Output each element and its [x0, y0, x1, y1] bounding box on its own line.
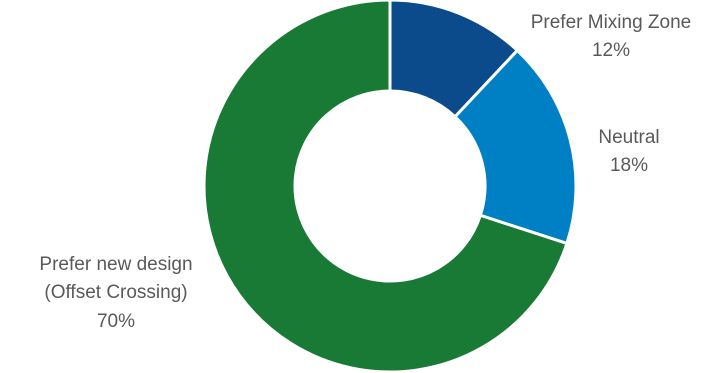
slice-label-prefer-mixing-zone-value: 12% — [592, 40, 630, 61]
slice-label-neutral: Neutral 18% — [598, 127, 659, 176]
slice-label-prefer-new-design-value: 70% — [97, 311, 135, 332]
slice-label-neutral-name: Neutral — [598, 127, 659, 148]
slice-label-prefer-new-design: Prefer new design (Offset Crossing) 70% — [39, 254, 192, 332]
slice-prefer-new-design-offset-crossing — [202, 0, 569, 373]
slice-label-prefer-mixing-zone: Prefer Mixing Zone 12% — [531, 12, 692, 61]
slice-neutral — [452, 48, 578, 246]
slice-label-neutral-value: 18% — [610, 155, 648, 176]
slice-label-prefer-new-design-line2: (Offset Crossing) — [44, 282, 187, 303]
donut-slices — [202, 0, 578, 373]
slice-label-prefer-mixing-zone-name: Prefer Mixing Zone — [531, 12, 692, 33]
slice-label-prefer-new-design-line1: Prefer new design — [39, 254, 192, 275]
